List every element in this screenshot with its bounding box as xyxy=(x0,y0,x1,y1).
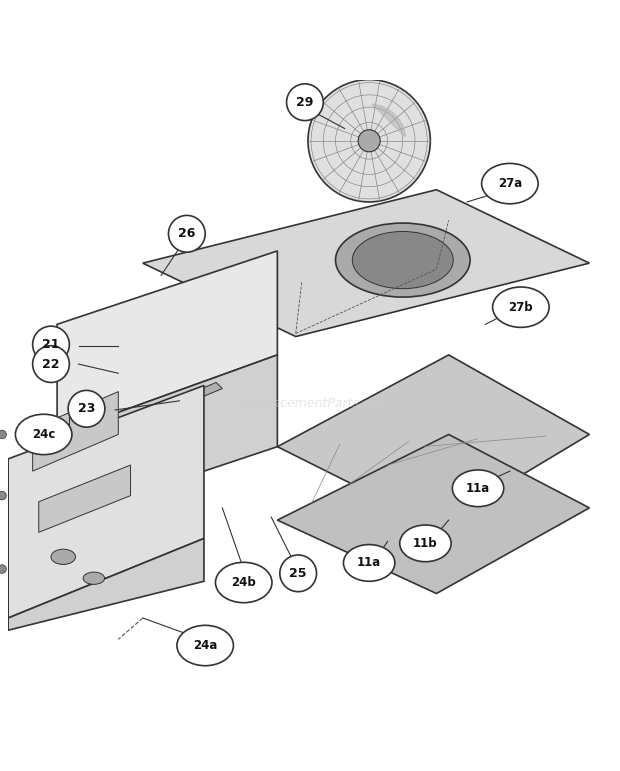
Circle shape xyxy=(33,326,69,363)
Circle shape xyxy=(0,491,6,500)
Text: 24a: 24a xyxy=(193,639,218,652)
Polygon shape xyxy=(39,465,131,532)
Polygon shape xyxy=(57,251,277,434)
Polygon shape xyxy=(8,386,204,618)
Ellipse shape xyxy=(482,163,538,204)
Text: 21: 21 xyxy=(42,338,60,351)
Polygon shape xyxy=(33,392,118,471)
Ellipse shape xyxy=(453,470,504,507)
Text: 11a: 11a xyxy=(357,557,381,570)
Text: 24b: 24b xyxy=(231,576,256,589)
Circle shape xyxy=(0,565,6,574)
Polygon shape xyxy=(8,538,204,630)
Ellipse shape xyxy=(216,562,272,603)
Ellipse shape xyxy=(335,223,470,297)
Circle shape xyxy=(0,430,6,439)
Circle shape xyxy=(280,555,317,591)
Circle shape xyxy=(358,130,380,152)
Circle shape xyxy=(169,215,205,252)
Circle shape xyxy=(286,84,323,120)
Text: 11b: 11b xyxy=(413,537,438,550)
Ellipse shape xyxy=(352,231,453,288)
Polygon shape xyxy=(372,104,405,137)
Text: 24c: 24c xyxy=(32,428,55,441)
Ellipse shape xyxy=(83,572,105,584)
Ellipse shape xyxy=(493,287,549,328)
Text: eReplacementParts.com: eReplacementParts.com xyxy=(238,397,391,410)
Ellipse shape xyxy=(343,544,395,581)
Polygon shape xyxy=(143,190,590,337)
Polygon shape xyxy=(57,355,277,520)
Polygon shape xyxy=(277,434,590,594)
Text: 29: 29 xyxy=(296,96,314,109)
Text: 23: 23 xyxy=(78,402,95,416)
Circle shape xyxy=(308,79,430,202)
Circle shape xyxy=(33,345,69,382)
Polygon shape xyxy=(143,382,223,419)
Text: 27a: 27a xyxy=(498,177,522,190)
Polygon shape xyxy=(277,355,590,527)
Ellipse shape xyxy=(400,525,451,562)
Ellipse shape xyxy=(51,549,76,564)
Text: 25: 25 xyxy=(290,567,307,580)
Text: 11a: 11a xyxy=(466,482,490,495)
Text: 26: 26 xyxy=(178,227,195,241)
Ellipse shape xyxy=(177,625,234,665)
Text: 27b: 27b xyxy=(508,301,533,314)
Circle shape xyxy=(68,390,105,427)
Text: 22: 22 xyxy=(42,358,60,371)
Ellipse shape xyxy=(16,414,72,455)
